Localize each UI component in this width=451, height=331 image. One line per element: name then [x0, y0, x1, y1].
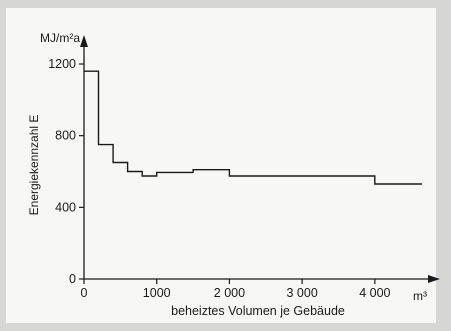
- y-tick-label: 0: [69, 272, 76, 286]
- series: [84, 70, 423, 185]
- y-axis-arrow: [80, 35, 88, 47]
- x-axis-label: beheiztes Volumen je Gebäude: [171, 304, 345, 318]
- x-tick-label: 3 000: [286, 286, 317, 300]
- y-axis-label: Energiekennzahl E: [27, 115, 41, 216]
- y-tick-label: 800: [55, 129, 76, 143]
- y-tick-label: 400: [55, 200, 76, 214]
- x-tick-label: 4 000: [359, 286, 390, 300]
- y-tick-label: 1200: [48, 57, 76, 71]
- x-tick-label: 0: [81, 286, 88, 300]
- y-unit-label: MJ/m²a: [40, 31, 80, 45]
- axes: [80, 35, 440, 283]
- x-unit-label: m³: [413, 289, 427, 303]
- x-tick-label: 2 000: [214, 286, 245, 300]
- plot-panel: [6, 8, 436, 323]
- x-tick-label: 1000: [143, 286, 171, 300]
- x-axis-arrow: [428, 275, 440, 283]
- series-line: [84, 70, 423, 185]
